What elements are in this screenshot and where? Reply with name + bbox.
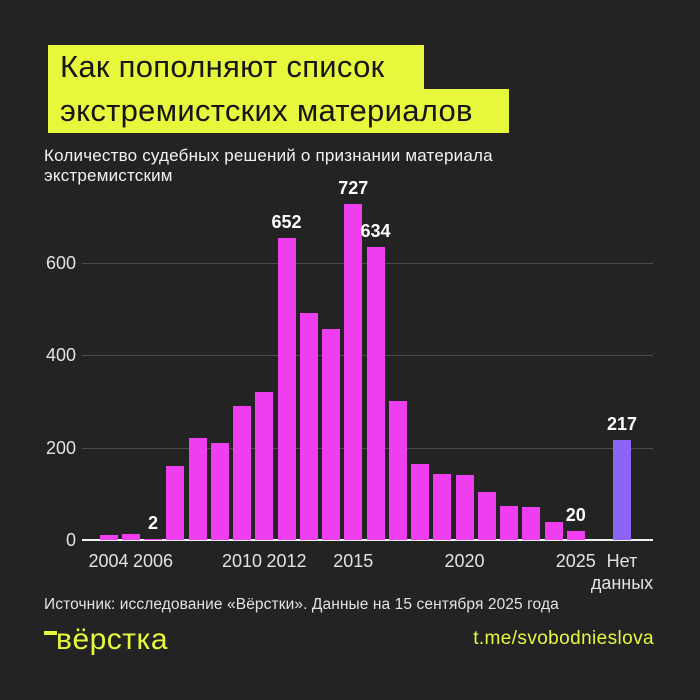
y-axis-label-0: 0 xyxy=(65,530,76,550)
logo-text: вёрстка xyxy=(56,623,169,656)
y-axis-label-400: 400 xyxy=(45,345,76,365)
logo-bar-icon xyxy=(44,631,57,635)
bar-2023 xyxy=(522,507,541,540)
x-axis-label-2025: 2025 xyxy=(555,551,596,571)
bar-2025 xyxy=(566,530,585,540)
bar-2024 xyxy=(544,522,563,540)
chart-subtitle: Количество судебных решений о признании … xyxy=(44,146,493,185)
bar-2017 xyxy=(388,400,407,540)
page-title-line2: экстремистских материалов xyxy=(48,89,509,133)
page-title-line1: Как пополняют список xyxy=(48,45,425,89)
x-axis-label-2004: 2004 xyxy=(88,551,129,571)
page-title: Как пополняют список экстремистских мате… xyxy=(48,45,509,133)
x-axis-label-2020: 2020 xyxy=(444,551,485,571)
source-note: Источник: исследование «Вёрстки». Данные… xyxy=(44,596,559,613)
bar-2018 xyxy=(411,464,429,540)
value-label-2025: 20 xyxy=(565,504,586,525)
bar-2005 xyxy=(121,534,140,540)
bar-2010 xyxy=(233,405,251,540)
x-axis-label-2010: 2010 xyxy=(221,551,263,571)
bar-2006 xyxy=(144,538,162,540)
x-axis-line xyxy=(82,539,653,541)
x-axis-label-2012: 2012 xyxy=(266,551,307,571)
x-axis-label-2006: 2006 xyxy=(132,551,174,571)
bar-2020 xyxy=(455,474,474,540)
telegram-link[interactable]: t.me/svobodnieslova xyxy=(473,628,654,649)
y-axis-label-600: 600 xyxy=(45,252,76,273)
bar-2015 xyxy=(344,203,363,540)
bar-2016 xyxy=(366,246,385,540)
bar-2007 xyxy=(166,466,185,540)
value-label-2016: 634 xyxy=(360,220,391,241)
bar-Нет данных xyxy=(613,439,631,540)
bar-2021 xyxy=(477,492,496,540)
bar-2022 xyxy=(500,506,518,540)
value-label-Нет данных: 217 xyxy=(606,413,638,434)
bar-2004 xyxy=(99,535,118,540)
value-label-2006: 2 xyxy=(147,512,158,533)
y-axis-label-200: 200 xyxy=(45,437,76,458)
value-label-2015: 727 xyxy=(338,177,369,198)
bar-2009 xyxy=(210,442,229,540)
verstka-logo: вёрстка xyxy=(44,623,168,657)
x-axis-label-2015: 2015 xyxy=(333,551,374,571)
bar-2008 xyxy=(188,438,207,540)
bar-2014 xyxy=(322,328,340,540)
bar-2011 xyxy=(255,391,274,540)
value-label-2012: 652 xyxy=(271,212,302,233)
bar-2019 xyxy=(433,473,452,540)
bar-2012 xyxy=(277,238,296,540)
x-axis-label-Нет данных: Нет данных xyxy=(590,551,654,593)
bar-2013 xyxy=(299,313,318,540)
